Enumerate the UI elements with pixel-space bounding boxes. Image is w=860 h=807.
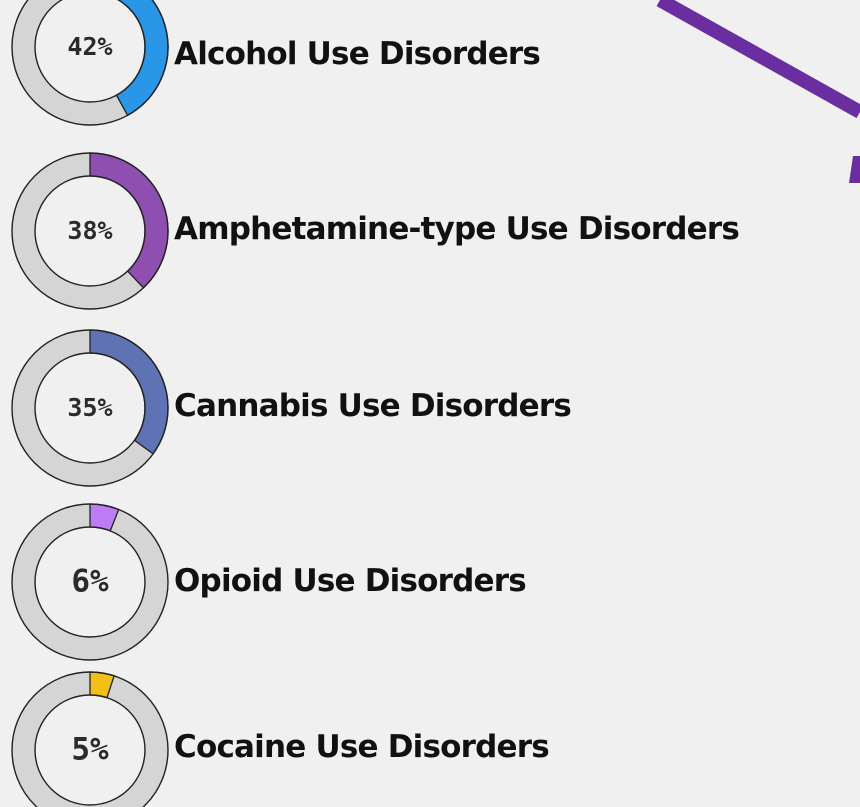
donut-slice-cannabis — [89, 329, 169, 455]
donut-inner-outline — [34, 352, 146, 464]
donut-value-label-amphetamine: 38% — [67, 216, 112, 245]
donut-outer-outline — [11, 671, 169, 807]
label-opioid: Opioid Use Disorders — [174, 563, 527, 599]
donut-inner-outline — [34, 694, 146, 806]
label-cocaine: Cocaine Use Disorders — [174, 729, 550, 765]
donut-value-label-alcohol: 42% — [67, 32, 112, 61]
donut-outer-outline — [11, 0, 169, 126]
label-cannabis: Cannabis Use Disorders — [174, 388, 572, 424]
donut-inner-outline — [34, 175, 146, 287]
donut-value-label-cannabis: 35% — [67, 393, 112, 422]
donut-outer-outline — [11, 503, 169, 661]
decorative-arrow-tip — [849, 156, 860, 183]
donut-inner-outline — [34, 0, 146, 103]
donut-outer-outline — [11, 329, 169, 487]
donut-inner-outline — [34, 526, 146, 638]
label-amphetamine: Amphetamine-type Use Disorders — [174, 211, 740, 247]
donut-value-label-cocaine: 5% — [71, 732, 109, 768]
label-alcohol: Alcohol Use Disorders — [174, 36, 541, 72]
donut-outer-outline — [11, 152, 169, 310]
decorative-arrow-line — [656, 0, 860, 119]
donut-value-label-opioid: 6% — [71, 564, 109, 600]
